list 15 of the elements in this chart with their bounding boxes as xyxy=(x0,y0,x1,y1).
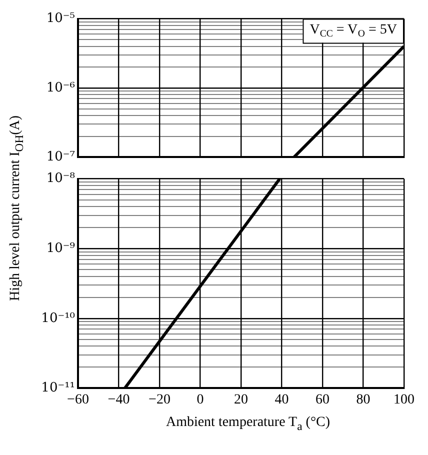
x-tick-label: 40 xyxy=(274,392,289,408)
x-tick-label: 0 xyxy=(196,392,204,408)
y-tick-label: 10⁻⁵ xyxy=(46,11,75,26)
x-tick-label: 100 xyxy=(394,392,414,408)
y-tick-label: 10⁻⁹ xyxy=(46,240,75,256)
y-tick-label: 10⁻¹⁰ xyxy=(41,310,75,326)
y-tick-label: 10⁻⁸ xyxy=(46,171,75,186)
x-tick-label: −40 xyxy=(108,392,130,408)
y-tick-label: 10⁻⁷ xyxy=(46,150,75,165)
y-tick-label: 10⁻⁶ xyxy=(46,80,75,96)
x-axis-title: Ambient temperature T$_{a}$ (°C) xyxy=(164,415,332,433)
x-tick-label: 80 xyxy=(356,392,370,408)
x-tick-label: 20 xyxy=(234,392,248,408)
x-tick-label: −20 xyxy=(148,392,170,408)
x-tick-label: 60 xyxy=(316,392,330,408)
